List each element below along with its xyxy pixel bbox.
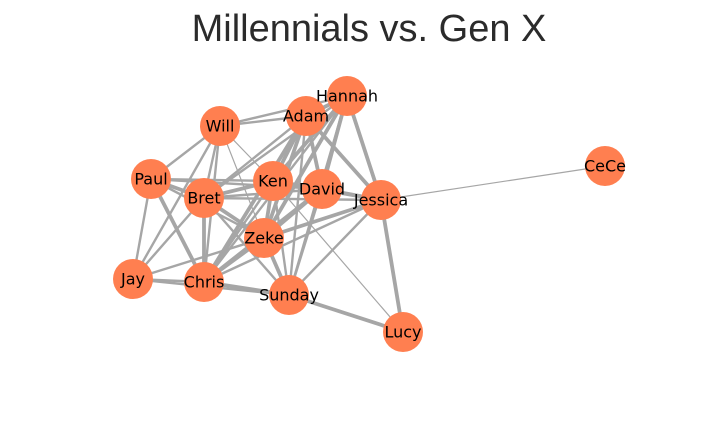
edge-zeke-jay (131, 236, 266, 281)
node-label-chris: Chris (184, 273, 225, 292)
node-cece[interactable]: CeCe (584, 146, 626, 186)
node-jessica[interactable]: Jessica (353, 180, 408, 220)
node-jay[interactable]: Jay (113, 259, 153, 299)
node-circle-jay[interactable] (113, 259, 153, 299)
node-circle-will[interactable] (200, 106, 240, 146)
edge-jessica-zeke (262, 198, 383, 240)
node-bret[interactable]: Bret (184, 178, 224, 218)
node-circle-zeke[interactable] (244, 218, 284, 258)
node-circle-hannah[interactable] (327, 76, 367, 116)
node-lucy[interactable]: Lucy (383, 312, 423, 352)
node-chris[interactable]: Chris (184, 262, 225, 302)
node-paul[interactable]: Paul (131, 159, 171, 199)
node-label-adam: Adam (283, 107, 329, 126)
edge-adam-bret (202, 114, 308, 200)
edge-paul-david (149, 177, 324, 191)
chart-title: Millennials vs. Gen X (191, 8, 547, 50)
node-zeke[interactable]: Zeke (244, 218, 284, 258)
edge-jessica-sunday (287, 198, 383, 297)
node-label-hannah: Hannah (316, 87, 378, 106)
node-label-jay: Jay (120, 270, 145, 289)
node-label-will: Will (206, 117, 235, 136)
node-label-bret: Bret (187, 189, 220, 208)
node-label-cece: CeCe (584, 157, 626, 176)
node-circle-sunday[interactable] (269, 275, 309, 315)
node-label-lucy: Lucy (384, 323, 421, 342)
node-label-zeke: Zeke (244, 229, 283, 248)
edge-bret-jessica (202, 196, 383, 202)
node-hannah[interactable]: Hannah (316, 76, 378, 116)
edge-will-jay (131, 124, 222, 281)
node-circle-lucy[interactable] (383, 312, 423, 352)
node-will[interactable]: Will (200, 106, 240, 146)
node-circle-cece[interactable] (585, 146, 625, 186)
edge-ken-lucy (272, 180, 404, 333)
node-circle-ken[interactable] (253, 161, 293, 201)
edge-will-hannah (218, 94, 349, 128)
edge-jessica-lucy (379, 198, 405, 334)
edge-jessica-chris (202, 198, 383, 284)
node-circle-adam[interactable] (286, 96, 326, 136)
node-sunday[interactable]: Sunday (259, 275, 319, 315)
node-label-ken: Ken (258, 172, 288, 191)
edge-jessica-cece (380, 165, 606, 201)
node-circle-chris[interactable] (184, 262, 224, 302)
node-circle-jessica[interactable] (361, 180, 401, 220)
edge-ken-chris (202, 179, 275, 284)
node-ken[interactable]: Ken (253, 161, 293, 201)
node-circle-david[interactable] (302, 169, 342, 209)
edge-will-zeke (219, 125, 265, 239)
node-adam[interactable]: Adam (283, 96, 329, 136)
node-circle-bret[interactable] (184, 178, 224, 218)
node-label-paul: Paul (134, 170, 167, 189)
node-label-sunday: Sunday (259, 286, 319, 305)
node-label-david: David (299, 180, 345, 199)
node-label-jessica: Jessica (353, 191, 408, 210)
node-circle-paul[interactable] (131, 159, 171, 199)
node-david[interactable]: David (299, 169, 345, 209)
